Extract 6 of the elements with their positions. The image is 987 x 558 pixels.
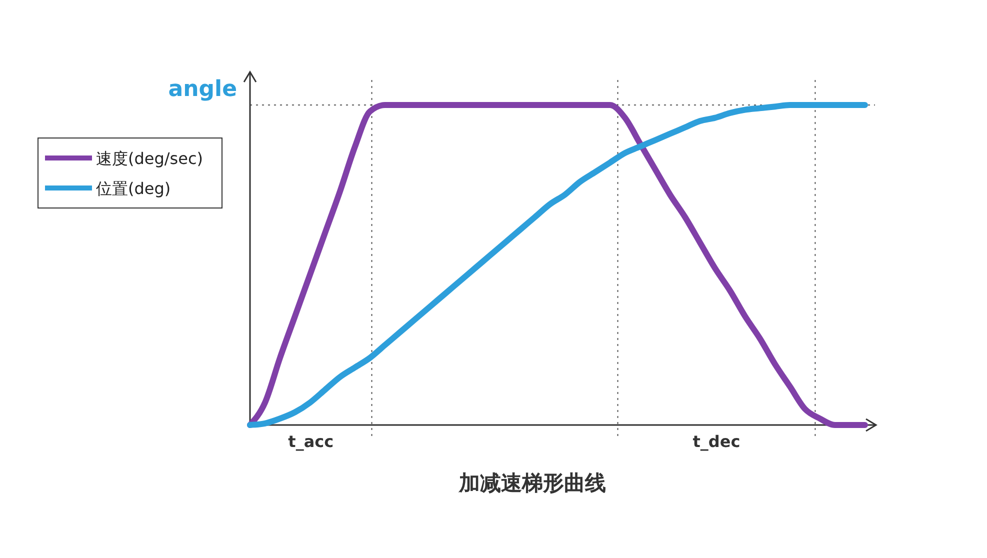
y-axis-title: angle [168, 77, 237, 102]
legend-label: 速度(deg/sec) [96, 149, 204, 168]
legend-label: 位置(deg) [96, 179, 171, 198]
text: t_dec [692, 432, 740, 451]
text: t_acc [288, 432, 334, 451]
text: 加减速梯形曲线 [458, 471, 606, 495]
